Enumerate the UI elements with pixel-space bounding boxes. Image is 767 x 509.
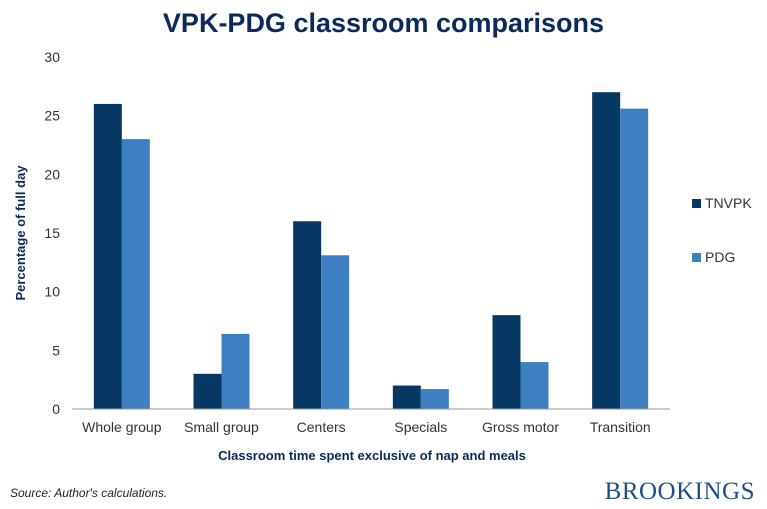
y-tick-label: 5 — [52, 342, 60, 358]
y-tick-label: 25 — [44, 108, 60, 124]
y-tick-label: 0 — [52, 401, 60, 417]
legend: TNVPK PDG — [692, 195, 752, 265]
x-tick-label: Small group — [184, 419, 259, 435]
bar-pdg-gross-motor — [520, 362, 549, 409]
bar-pdg-small-group — [221, 333, 250, 409]
legend-swatch-tnvpk — [692, 199, 701, 208]
bar-pdg-whole-group — [121, 139, 150, 409]
bar-tnvpk-centers — [293, 221, 322, 409]
bar-tnvpk-specials — [392, 385, 421, 409]
y-axis-ticks: 0 5 10 15 20 25 30 — [44, 49, 60, 417]
x-axis-title: Classroom time spent exclusive of nap an… — [218, 448, 526, 463]
bar-pdg-specials — [420, 389, 449, 409]
chart-title: VPK-PDG classroom comparisons — [162, 8, 605, 38]
source-note: Source: Author's calculations. — [10, 486, 168, 500]
bar-tnvpk-whole-group — [93, 103, 122, 409]
x-tick-label: Specials — [394, 419, 447, 435]
bar-tnvpk-gross-motor — [492, 315, 521, 409]
legend-label-tnvpk: TNVPK — [705, 195, 752, 211]
brookings-logo: BROOKINGS — [604, 478, 755, 505]
legend-label-pdg: PDG — [705, 249, 735, 265]
bar-pdg-transition — [620, 108, 649, 410]
bar-tnvpk-small-group — [193, 373, 222, 409]
x-tick-label: Centers — [297, 419, 346, 435]
bar-pdg-centers — [321, 255, 350, 409]
y-tick-label: 10 — [44, 284, 60, 300]
x-tick-label: Whole group — [82, 419, 162, 435]
y-tick-label: 30 — [44, 49, 60, 65]
y-tick-label: 15 — [44, 225, 60, 241]
y-tick-label: 20 — [44, 166, 60, 182]
x-tick-label: Transition — [590, 419, 651, 435]
x-tick-label: Gross motor — [482, 419, 559, 435]
legend-swatch-pdg — [692, 253, 701, 262]
x-axis-labels: Whole group Small group Centers Specials Gro… — [82, 419, 651, 435]
y-axis-title: Percentage of full day — [13, 165, 28, 301]
bar-tnvpk-transition — [592, 92, 621, 409]
bars — [93, 92, 649, 410]
